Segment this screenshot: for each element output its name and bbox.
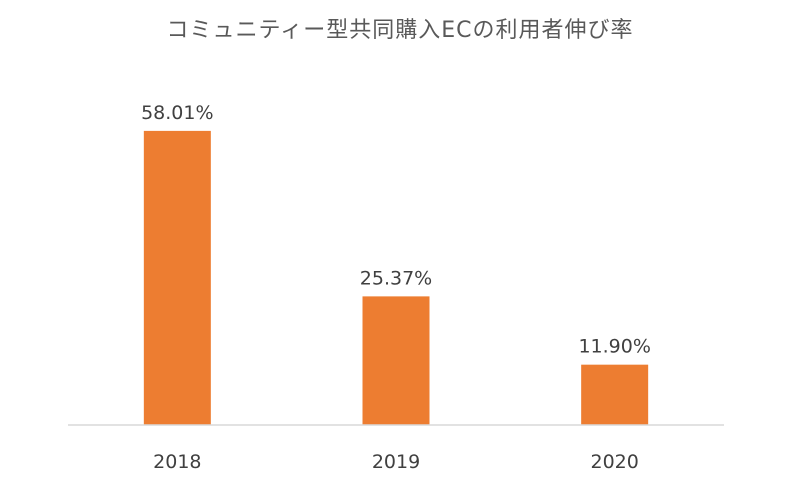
x-tick-label-2019: 2019 xyxy=(372,451,420,473)
data-label-2018: 58.01% xyxy=(141,102,213,124)
data-label-2019: 25.37% xyxy=(360,267,432,289)
data-labels-group: 58.01% 25.37% 11.90% xyxy=(141,102,651,358)
bar-2019 xyxy=(362,296,430,425)
bar-2018 xyxy=(143,130,211,426)
bar-2020 xyxy=(581,364,649,425)
x-tick-label-2018: 2018 xyxy=(153,451,201,473)
x-tick-labels-group: 2018 2019 2020 xyxy=(153,451,639,473)
data-label-2020: 11.90% xyxy=(578,336,650,358)
x-tick-label-2020: 2020 xyxy=(590,451,638,473)
bars-group xyxy=(143,130,649,426)
chart-title: コミュニティー型共同購入ECの利用者伸び率 xyxy=(166,18,634,43)
